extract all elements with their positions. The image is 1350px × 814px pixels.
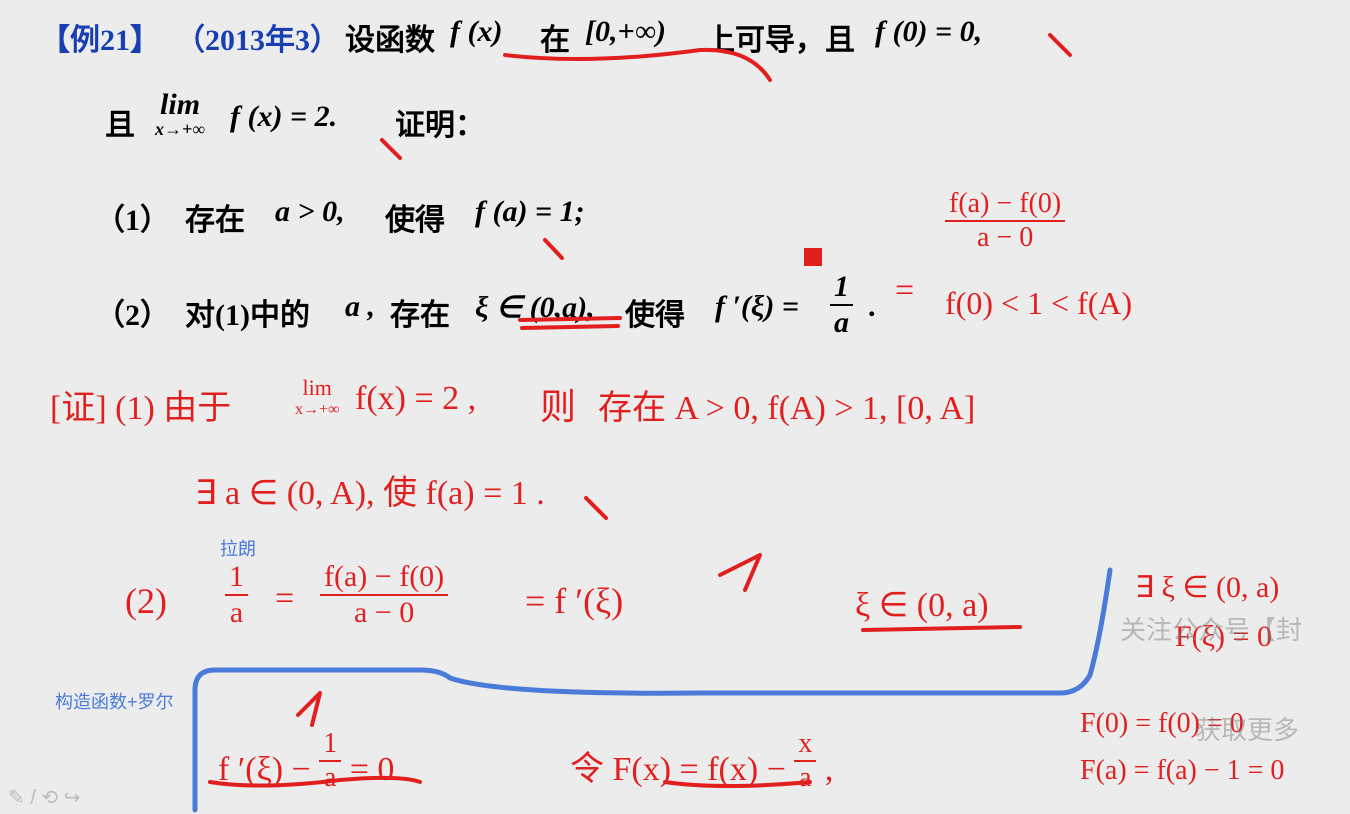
part2-xi: ξ ∈ (0,a),	[475, 290, 595, 325]
part2-avar: a ,	[345, 290, 375, 324]
note-lagrange: 拉朗	[220, 535, 256, 561]
proof-lim-sub: x→+∞	[295, 401, 339, 419]
p2-lhs: 1a	[225, 562, 248, 628]
proof-then: 则	[540, 378, 576, 430]
line1-interval: [0,+∞)	[585, 15, 666, 49]
proof-lim-txt: lim	[295, 375, 339, 401]
frac-num: 1	[830, 272, 853, 306]
part2-a: 对(1)中的	[185, 290, 310, 334]
part1-b: 使得	[385, 195, 445, 239]
frac-den: a	[830, 306, 853, 338]
part1-fa: f (a) = 1;	[475, 195, 585, 229]
proof-exists: 存在 A > 0, f(A) > 1, [0, A]	[598, 380, 975, 429]
part2-num: （2）	[95, 290, 170, 334]
p2-lhs-num: 1	[225, 562, 248, 596]
line2-fx: f (x) = 2.	[230, 100, 337, 134]
lim-bot: x→+∞	[155, 120, 205, 138]
p2-num: (2)	[125, 580, 167, 622]
part1-agt0: a > 0,	[275, 195, 345, 229]
line1-fx: f (x)	[450, 15, 502, 49]
lim-top: lim	[155, 90, 205, 120]
note-construct: 构造函数+罗尔	[55, 688, 174, 714]
example-tag: 【例21】	[40, 15, 160, 59]
part2-c: 使得	[625, 290, 685, 334]
p2-mid: f(a) − f(0)a − 0	[320, 562, 448, 628]
p2-lhs-den: a	[225, 596, 248, 628]
line1-f0: f (0) = 0,	[875, 15, 982, 49]
bottom-eq0-a: f ′(ξ) −	[218, 751, 311, 788]
part2-b: 存在	[390, 290, 450, 334]
year-tag: （2013年3）	[175, 15, 340, 59]
p2-xi-in: ξ ∈ (0, a)	[855, 585, 989, 625]
hand-side-eq: =	[895, 272, 914, 310]
bottom-let-txt: 令 F(x) = f(x) −	[570, 751, 786, 788]
watermark-2: 获取更多	[1195, 710, 1299, 747]
proof-fx2: f(x) = 2 ,	[355, 380, 476, 418]
part1-a: 存在	[185, 195, 245, 239]
proof-open: [证] (1) 由于	[50, 380, 231, 429]
b0n: 1	[319, 730, 341, 762]
part2-frac: 1a	[830, 272, 853, 338]
p2-mid-num: f(a) − f(0)	[320, 562, 448, 596]
line2-lim: limx→+∞	[155, 90, 205, 138]
proof-a-exists: ∃ a ∈ (0, A), 使 f(a) = 1 .	[195, 465, 545, 514]
p2-eq2: = f ′(ξ)	[525, 580, 623, 622]
bottom-let: 令 F(x) = f(x) − xa ,	[570, 730, 833, 792]
line1-c: 上可导，且	[705, 15, 855, 59]
bottom-Fa: F(a) = f(a) − 1 = 0	[1080, 755, 1284, 787]
b0d: a	[319, 762, 341, 792]
proof-lim: lim x→+∞	[295, 375, 339, 419]
part2-fp: f ′(ξ) =	[715, 290, 799, 324]
side-frac-num: f(a) − f(0)	[945, 190, 1065, 222]
part1-num: （1）	[95, 195, 170, 239]
part2-dot: .	[868, 290, 876, 324]
toolbar-hint: ✎ / ⟲ ↪	[8, 785, 81, 810]
side-frac-den: a − 0	[945, 222, 1065, 252]
bottom-eq0-r: = 0	[350, 751, 395, 788]
p2-eq1: =	[275, 580, 294, 618]
line1-a: 设函数	[345, 15, 435, 59]
watermark-1: 关注公众号【封	[1120, 610, 1302, 647]
p2-right1: ∃ ξ ∈ (0, a)	[1135, 570, 1279, 605]
bottom-eq0: f ′(ξ) − 1a = 0	[218, 730, 394, 792]
line1-b: 在	[540, 15, 570, 59]
hand-side-frac: f(a) − f(0)a − 0	[945, 190, 1065, 252]
p2-mid-den: a − 0	[320, 596, 448, 628]
bfn: x	[794, 730, 816, 762]
line2-a: 且	[105, 100, 135, 144]
line2-b: 证明：	[395, 100, 485, 144]
bfd: a	[794, 762, 816, 792]
bottom-comma: ,	[825, 751, 834, 788]
hand-side-ineq: f(0) < 1 < f(A)	[945, 285, 1132, 322]
